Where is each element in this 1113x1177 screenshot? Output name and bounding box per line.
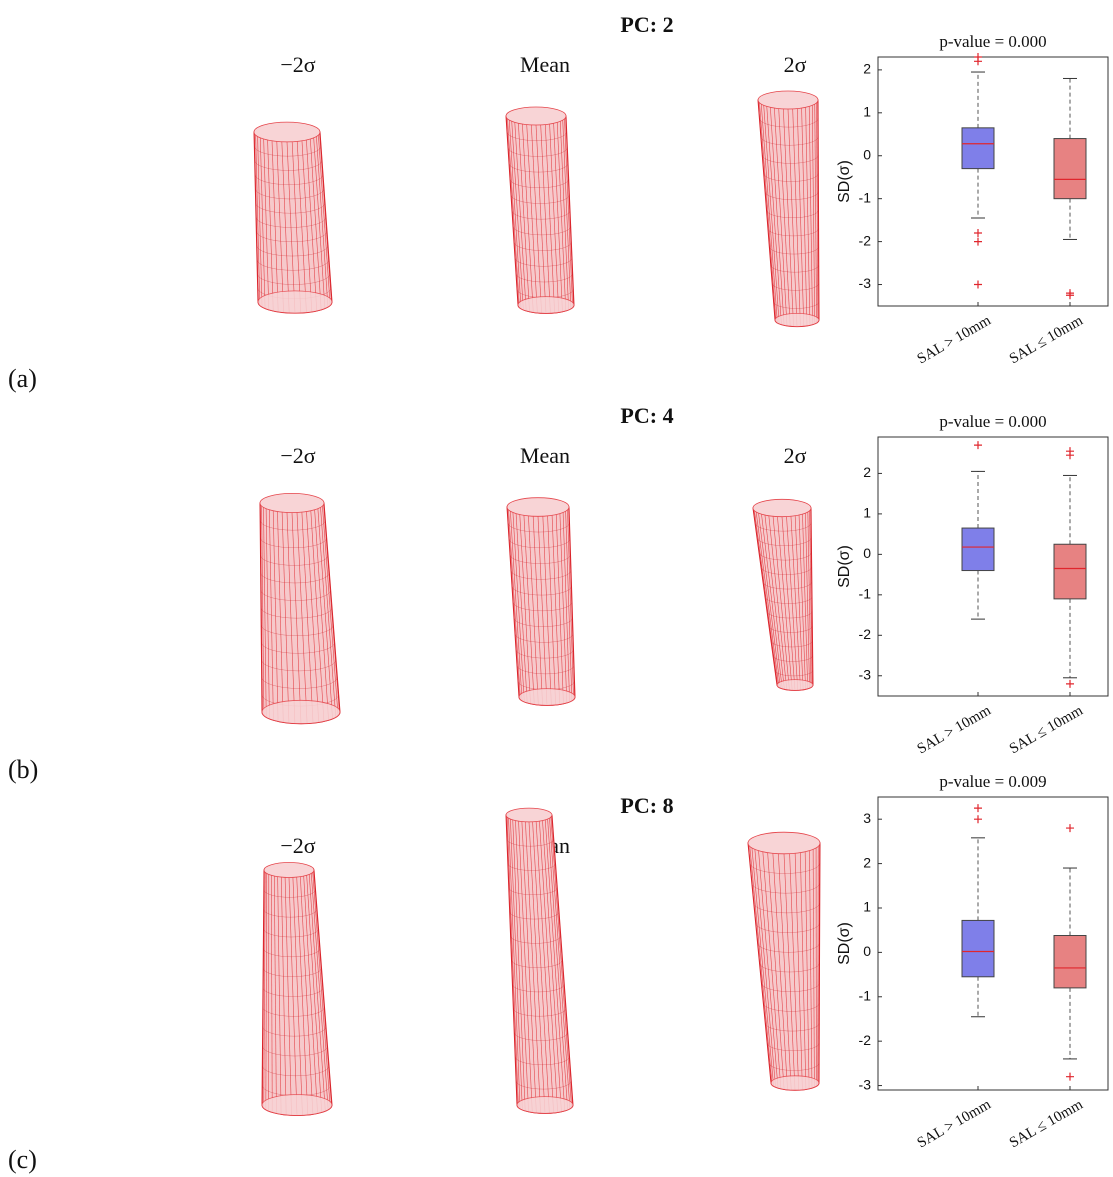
column-label: Mean <box>520 443 570 468</box>
y-tick-label: 2 <box>863 464 871 480</box>
outlier <box>974 804 982 812</box>
outlier <box>1066 451 1074 459</box>
box <box>1054 936 1086 988</box>
vessel-cap <box>506 808 552 822</box>
box <box>962 920 994 976</box>
y-axis-label: SD(σ) <box>836 160 853 203</box>
vessel-cap <box>777 680 813 691</box>
y-tick-label: 2 <box>863 854 871 870</box>
y-tick-label: -3 <box>859 666 872 682</box>
column-label: −2σ <box>280 833 315 858</box>
vessel-shape <box>262 863 332 1116</box>
y-tick-label: -3 <box>859 275 872 291</box>
box <box>962 528 994 570</box>
outlier <box>1066 1073 1074 1081</box>
y-tick-label: 0 <box>863 146 871 162</box>
vessel-cap <box>771 1076 819 1090</box>
vessel-cap <box>507 498 569 517</box>
outlier <box>974 229 982 237</box>
y-tick-label: -2 <box>859 232 872 248</box>
vessel-shape <box>758 91 819 327</box>
vessel-body <box>753 508 813 690</box>
y-tick-label: -1 <box>859 987 872 1003</box>
chart-title: p-value = 0.009 <box>939 772 1046 791</box>
vessel-cap <box>506 107 566 125</box>
vessel-shape <box>260 493 340 723</box>
vessel-shape <box>748 832 820 1090</box>
vessel-cap <box>758 91 818 109</box>
y-axis-label: SD(σ) <box>836 545 853 588</box>
column-label: 2σ <box>784 443 807 468</box>
box <box>962 128 994 169</box>
figure: PC: 2 −2σ Mean 2σ (a) p-value = 0.000 SD(σ) -3 -… <box>0 0 1113 1177</box>
x-tick-label: SAL ≤ 10mm <box>1007 1096 1086 1151</box>
vessel-cap <box>748 832 820 854</box>
vessel-shape <box>254 122 332 313</box>
column-label: 2σ <box>784 52 807 77</box>
column-label: Mean <box>520 52 570 77</box>
y-axis-label: SD(σ) <box>836 922 853 965</box>
outlier <box>974 281 982 289</box>
outlier <box>1066 291 1074 299</box>
outlier <box>974 238 982 246</box>
vessel-cap <box>517 1097 573 1114</box>
vessel-shape <box>506 107 574 313</box>
panel-label: (c) <box>8 1145 37 1174</box>
outlier <box>974 441 982 449</box>
vessel-cap <box>258 291 332 313</box>
x-tick-label: SAL > 10mm <box>915 1096 994 1151</box>
vessel-cap <box>262 700 340 723</box>
vessel-shape <box>753 499 813 690</box>
y-tick-label: -1 <box>859 586 872 602</box>
outlier <box>1066 824 1074 832</box>
x-tick-label: SAL > 10mm <box>915 312 994 367</box>
y-tick-label: 0 <box>863 545 871 561</box>
x-tick-label: SAL ≤ 10mm <box>1007 702 1086 757</box>
panel-title: PC: 2 <box>620 12 673 37</box>
y-tick-label: -1 <box>859 189 872 205</box>
y-tick-label: 2 <box>863 61 871 77</box>
outlier <box>974 815 982 823</box>
vessel-cap <box>260 493 324 512</box>
y-tick-label: 0 <box>863 943 871 959</box>
outlier <box>974 57 982 65</box>
panel-title: PC: 4 <box>620 403 673 428</box>
x-tick-label: SAL > 10mm <box>915 702 994 757</box>
x-tick-label: SAL ≤ 10mm <box>1007 312 1086 367</box>
vessel-cap <box>519 689 575 706</box>
y-tick-label: -2 <box>859 1032 872 1048</box>
chart-title: p-value = 0.000 <box>939 32 1046 51</box>
vessel-cap <box>264 863 314 878</box>
y-tick-label: 1 <box>863 899 871 915</box>
panel-label: (b) <box>8 755 38 784</box>
vessel-cap <box>254 122 320 142</box>
panel-label: (a) <box>8 364 37 393</box>
y-tick-label: -3 <box>859 1076 872 1092</box>
outlier <box>1066 680 1074 688</box>
vessel-cap <box>753 499 811 516</box>
vessel-shape <box>507 498 575 706</box>
vessel-body <box>748 843 820 1090</box>
vessel-cap <box>518 297 574 314</box>
column-label: −2σ <box>280 443 315 468</box>
y-tick-label: 3 <box>863 810 871 826</box>
y-tick-label: 1 <box>863 505 871 521</box>
box <box>1054 139 1086 199</box>
panel-title: PC: 8 <box>620 793 673 818</box>
vessel-cap <box>262 1095 332 1116</box>
y-tick-label: -2 <box>859 626 872 642</box>
column-label: −2σ <box>280 52 315 77</box>
box <box>1054 544 1086 599</box>
y-tick-label: 1 <box>863 104 871 120</box>
vessel-cap <box>775 313 819 326</box>
chart-title: p-value = 0.000 <box>939 412 1046 431</box>
